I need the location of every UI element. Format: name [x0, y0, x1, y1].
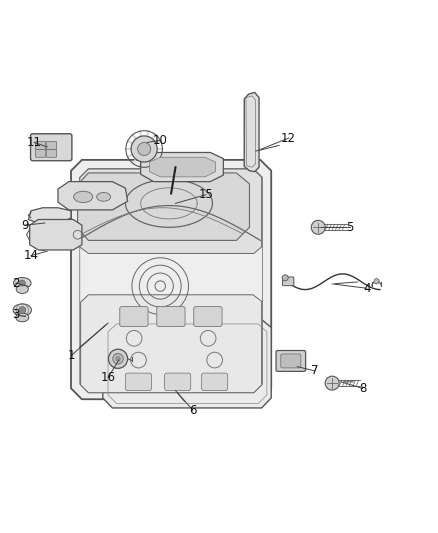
FancyBboxPatch shape	[46, 149, 57, 157]
FancyBboxPatch shape	[157, 306, 185, 327]
Circle shape	[311, 220, 325, 235]
Polygon shape	[78, 173, 250, 240]
FancyBboxPatch shape	[120, 306, 148, 327]
Text: 12: 12	[281, 132, 296, 144]
Text: 7: 7	[311, 365, 318, 377]
FancyBboxPatch shape	[276, 351, 306, 372]
Text: 15: 15	[198, 188, 213, 201]
Polygon shape	[28, 208, 71, 225]
Circle shape	[113, 353, 123, 364]
FancyBboxPatch shape	[46, 142, 57, 149]
Ellipse shape	[74, 191, 93, 203]
Text: 8: 8	[359, 382, 366, 395]
Circle shape	[282, 275, 288, 281]
Circle shape	[374, 279, 379, 284]
FancyBboxPatch shape	[35, 142, 46, 149]
Text: 3: 3	[12, 308, 19, 321]
FancyBboxPatch shape	[281, 354, 301, 368]
Polygon shape	[71, 160, 271, 399]
Ellipse shape	[16, 285, 28, 294]
Circle shape	[138, 142, 151, 156]
Ellipse shape	[16, 313, 29, 322]
Circle shape	[19, 280, 25, 286]
Text: 2: 2	[12, 277, 20, 289]
Ellipse shape	[14, 278, 31, 288]
Text: 11: 11	[27, 136, 42, 149]
Polygon shape	[58, 182, 127, 210]
Circle shape	[109, 349, 127, 368]
Polygon shape	[81, 295, 261, 393]
FancyBboxPatch shape	[283, 277, 294, 286]
Text: 9: 9	[21, 219, 29, 232]
Polygon shape	[141, 152, 223, 182]
Text: 16: 16	[100, 371, 116, 384]
Polygon shape	[80, 169, 261, 254]
FancyBboxPatch shape	[125, 373, 152, 391]
FancyBboxPatch shape	[165, 373, 191, 391]
Polygon shape	[30, 220, 82, 250]
Circle shape	[325, 376, 339, 390]
FancyBboxPatch shape	[194, 306, 222, 327]
Circle shape	[116, 357, 120, 361]
Text: 4: 4	[363, 282, 371, 295]
Text: 10: 10	[153, 134, 168, 147]
FancyBboxPatch shape	[201, 373, 228, 391]
Circle shape	[131, 136, 157, 162]
Text: 1: 1	[67, 349, 75, 362]
Ellipse shape	[97, 192, 111, 201]
Polygon shape	[149, 157, 215, 177]
Ellipse shape	[13, 304, 32, 316]
Text: 6: 6	[189, 403, 197, 417]
Polygon shape	[103, 320, 271, 408]
FancyBboxPatch shape	[31, 134, 72, 161]
Text: 14: 14	[24, 249, 39, 262]
Polygon shape	[244, 92, 259, 172]
FancyBboxPatch shape	[35, 149, 46, 157]
Text: 5: 5	[346, 221, 353, 234]
Circle shape	[19, 306, 26, 313]
